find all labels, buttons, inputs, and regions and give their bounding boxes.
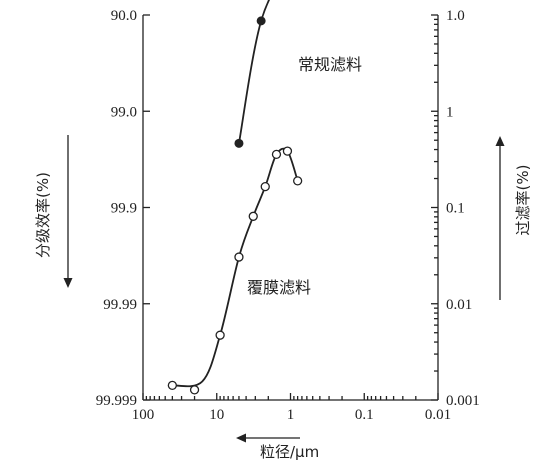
y-right-tick-label: 0.001 [446,393,480,409]
data-points [167,16,303,395]
point-membrane [292,176,303,186]
point-membrane [248,211,258,221]
y-left-tick-label: 99.99 [103,297,137,313]
y-left-tick-label: 99.999 [96,393,137,409]
tick-marks [142,14,439,401]
right-y-axis-label: 过滤率(%) [514,165,532,236]
series-label-membrane: 覆膜滤料 [247,278,311,297]
point-membrane [260,181,270,192]
left-y-axis-label: 分级效率(%) [34,172,52,258]
x-tick-label: 1 [287,407,295,423]
tick-labels: 100 10 1 0.1 0.01 99.999 0.001 99.99 0.01 99.9 0.1… [96,8,480,423]
point-membrane [215,330,225,340]
left-y-axis-arrow [63,135,73,288]
point-membrane [234,252,244,262]
x-tick-label: 0.1 [355,407,374,423]
y-left-tick-label: 90.0 [111,8,137,24]
y-left-tick-label: 99.9 [111,201,137,217]
point-conventional [234,138,244,148]
y-right-tick-label: 0.1 [446,201,465,217]
x-tick-label: 0.01 [425,407,451,423]
point-conventional [256,16,266,26]
axes [142,15,439,401]
point-membrane [282,146,293,156]
point-membrane [271,149,282,160]
y-right-tick-label: 1.0 [446,8,465,24]
series-label-conventional: 常规滤料 [298,55,362,74]
y-right-tick-label: 0.01 [446,297,472,313]
point-membrane [189,385,200,395]
right-y-axis-arrow [495,136,505,300]
x-tick-label: 100 [132,407,155,423]
curve-conventional [238,0,271,144]
x-axis-label: 粒径/μm [260,443,319,461]
x-tick-label: 10 [209,407,224,423]
y-right-tick-label: 1 [446,104,454,120]
x-axis-arrow [236,433,300,443]
curve-membrane [172,147,299,388]
point-membrane [167,380,177,391]
y-left-tick-label: 99.0 [111,104,137,120]
